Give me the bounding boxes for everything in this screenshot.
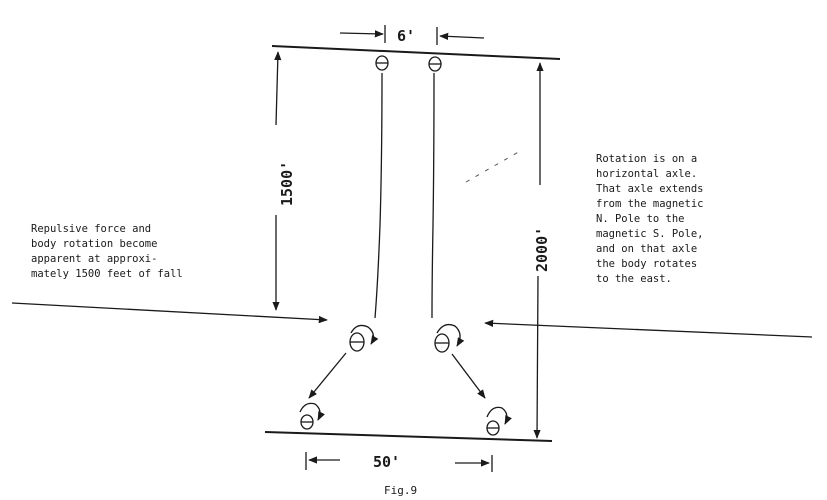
right-note: Rotation is on a horizontal axle. That a…	[596, 153, 710, 285]
body-symbol-mid-right	[434, 333, 450, 353]
bottom-width-label: 50'	[373, 453, 400, 471]
body-symbol-top-left	[375, 55, 389, 71]
right-height-dimension: 2000'	[533, 62, 551, 439]
right-body-path	[431, 72, 486, 399]
top-width-label: 6'	[397, 27, 415, 45]
rotation-arrow-mid-right	[436, 323, 465, 347]
dashed-mark	[465, 149, 523, 183]
right-height-label: 2000'	[533, 227, 551, 272]
top-width-dimension: 6'	[339, 25, 485, 45]
left-body-path	[308, 72, 383, 399]
left-height-label: 1500'	[278, 161, 296, 206]
body-symbol-bottom-left	[300, 414, 314, 430]
top-line	[271, 45, 561, 60]
bottom-width-dimension: 50'	[305, 452, 493, 472]
rotation-arrow-bottom-left	[299, 402, 325, 421]
body-symbol-top-right	[428, 56, 442, 72]
body-symbol-mid-left	[349, 332, 365, 352]
figure-caption: Fig.9	[384, 484, 417, 497]
left-note-pointer	[11, 302, 328, 324]
bottom-line	[264, 431, 553, 442]
rotation-arrow-bottom-right	[486, 406, 512, 425]
rotation-arrow-mid-left	[350, 324, 379, 345]
left-height-dimension: 1500'	[272, 51, 296, 311]
right-note-pointer	[484, 319, 813, 338]
body-symbol-bottom-right	[486, 420, 500, 436]
left-note: Repulsive force and body rotation become…	[31, 223, 183, 280]
